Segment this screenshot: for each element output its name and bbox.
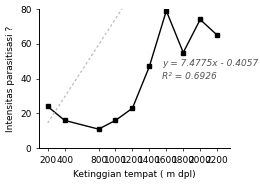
Text: y = 7.4775x - 0.4057: y = 7.4775x - 0.4057 [162,59,258,68]
Text: R² = 0.6926: R² = 0.6926 [162,72,217,81]
X-axis label: Ketinggian tempat ( m dpl): Ketinggian tempat ( m dpl) [73,170,196,179]
Y-axis label: Intensitas parasitisasi ?: Intensitas parasitisasi ? [5,26,15,132]
